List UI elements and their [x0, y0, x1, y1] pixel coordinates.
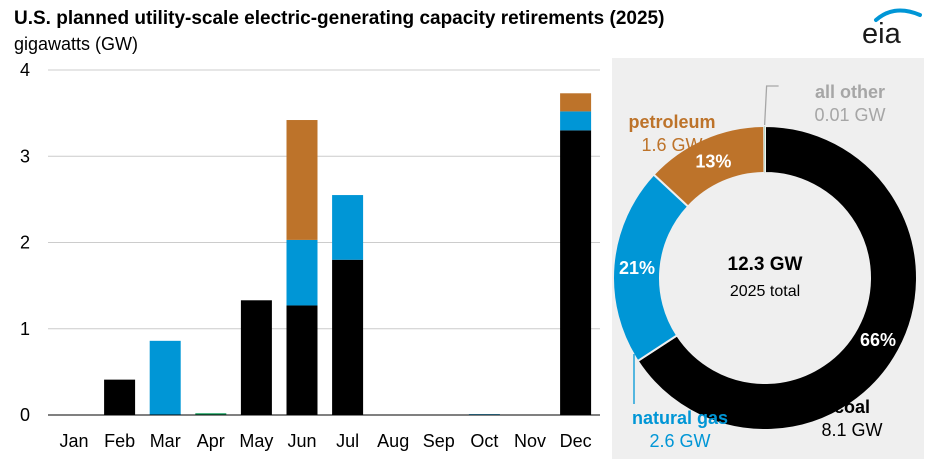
slice-name-label: coal — [834, 397, 870, 417]
bar-segment-natural-gas — [560, 111, 592, 131]
bar-segment-petroleum — [560, 93, 592, 112]
bar-segment-coal — [560, 130, 592, 415]
x-tick-label: Jul — [336, 431, 359, 451]
bar-segment-natural-gas — [149, 340, 181, 415]
monthly-retirements-bar-chart: 0 1 2 3 4 Jan Feb Mar Apr May Jun Jul Aug Sep Oct Nov D… — [20, 60, 600, 451]
eia-logo-text: eia — [862, 18, 902, 46]
x-tick-label: Dec — [560, 431, 592, 451]
gridlines — [48, 69, 600, 330]
bar-segment-coal — [240, 300, 272, 415]
total-label: 2025 total — [730, 283, 800, 300]
total-value: 12.3 GW — [728, 254, 803, 275]
x-tick-label: Nov — [514, 431, 546, 451]
eia-logo-swoosh — [874, 8, 922, 22]
donut-slices — [612, 124, 918, 431]
x-tick-label: Jun — [287, 431, 316, 451]
y-tick-label: 4 — [20, 60, 30, 80]
bar-segment-petroleum — [286, 120, 318, 240]
bar-series — [104, 93, 592, 416]
slice-percent-labels: 66% 21% 13% — [619, 151, 896, 350]
slice-value-label: 1.6 GW — [641, 135, 702, 155]
slice-percent-label: 21% — [619, 258, 655, 278]
fuel-share-donut-chart: 66% 21% 13% coal 8.1 GW natural gas 2.6 GW pet… — [612, 82, 918, 451]
y-tick-label: 0 — [20, 405, 30, 425]
y-axis-ticks: 0 1 2 3 4 — [20, 60, 30, 425]
y-tick-label: 1 — [20, 319, 30, 339]
slice-value-label: 8.1 GW — [821, 420, 882, 440]
bar-segment-coal — [332, 259, 364, 415]
slice-name-label: natural gas — [632, 408, 728, 428]
y-tick-label: 2 — [20, 233, 30, 253]
slice-labels: coal 8.1 GW natural gas 2.6 GW petroleum 1.6 … — [628, 82, 885, 451]
x-tick-label: Oct — [470, 431, 498, 451]
x-tick-label: Jan — [59, 431, 88, 451]
leader-lines — [633, 85, 779, 404]
bar-segment-coal — [286, 305, 318, 415]
y-axis-unit-label: gigawatts (GW) — [14, 34, 139, 54]
x-tick-label: May — [239, 431, 273, 451]
x-tick-label: Mar — [150, 431, 181, 451]
x-tick-label: Aug — [377, 431, 409, 451]
y-tick-label: 3 — [20, 146, 30, 166]
slice-percent-label: 66% — [860, 330, 896, 350]
total-breakdown-panel: 66% 21% 13% coal 8.1 GW natural gas 2.6 GW pet… — [612, 58, 924, 459]
slice-value-label: 2.6 GW — [649, 431, 710, 451]
x-tick-label: Apr — [197, 431, 225, 451]
donut-slice-coal — [636, 124, 918, 431]
slice-value-label: 0.01 GW — [814, 105, 885, 125]
bar-segment-all-other — [195, 413, 227, 415]
bar-segment-coal — [104, 379, 136, 415]
slice-name-label: all other — [815, 82, 885, 102]
bar-segment-natural-gas — [286, 239, 318, 306]
x-axis-ticks: Jan Feb Mar Apr May Jun Jul Aug Sep Oct Nov Dec — [59, 431, 591, 451]
chart-title: U.S. planned utility-scale electric-gene… — [14, 8, 665, 29]
x-tick-label: Sep — [423, 431, 455, 451]
bar-segment-natural-gas — [332, 195, 364, 260]
x-tick-label: Feb — [104, 431, 135, 451]
donut-slice-all-other — [763, 125, 766, 174]
eia-logo: eia — [862, 8, 922, 46]
slice-name-label: petroleum — [628, 112, 715, 132]
slice-percent-label: 13% — [695, 151, 731, 171]
leader-line-all-other — [763, 85, 779, 126]
